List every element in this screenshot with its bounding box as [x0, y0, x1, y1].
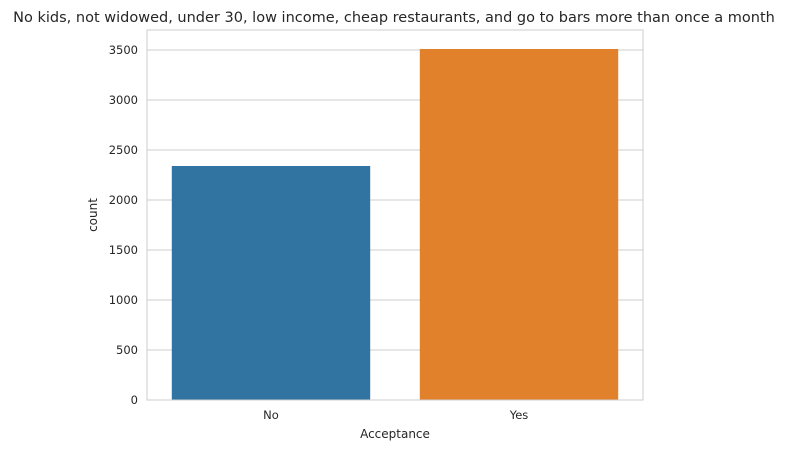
y-tick-label: 0 [131, 393, 138, 407]
y-tick-label: 2000 [109, 193, 138, 207]
x-tick-labels: No Yes [263, 408, 528, 422]
y-tick-label: 3000 [109, 93, 138, 107]
y-tick-labels: 0 500 1000 1500 2000 2500 3000 3500 [109, 43, 138, 407]
x-tick-label-no: No [263, 408, 279, 422]
y-tick-label: 3500 [109, 43, 138, 57]
bars [171, 49, 619, 400]
y-tick-label: 500 [116, 343, 138, 357]
bar-yes [419, 49, 619, 400]
y-tick-label: 1500 [109, 243, 138, 257]
y-tick-label: 1000 [109, 293, 138, 307]
y-axis-label: count [86, 198, 100, 232]
x-axis-label: Acceptance [360, 427, 430, 441]
x-tick-label-yes: Yes [509, 408, 529, 422]
bar-no [171, 166, 371, 400]
chart-title: No kids, not widowed, under 30, low inco… [13, 10, 775, 26]
y-tick-label: 2500 [109, 143, 138, 157]
axes-frame [146, 29, 644, 401]
